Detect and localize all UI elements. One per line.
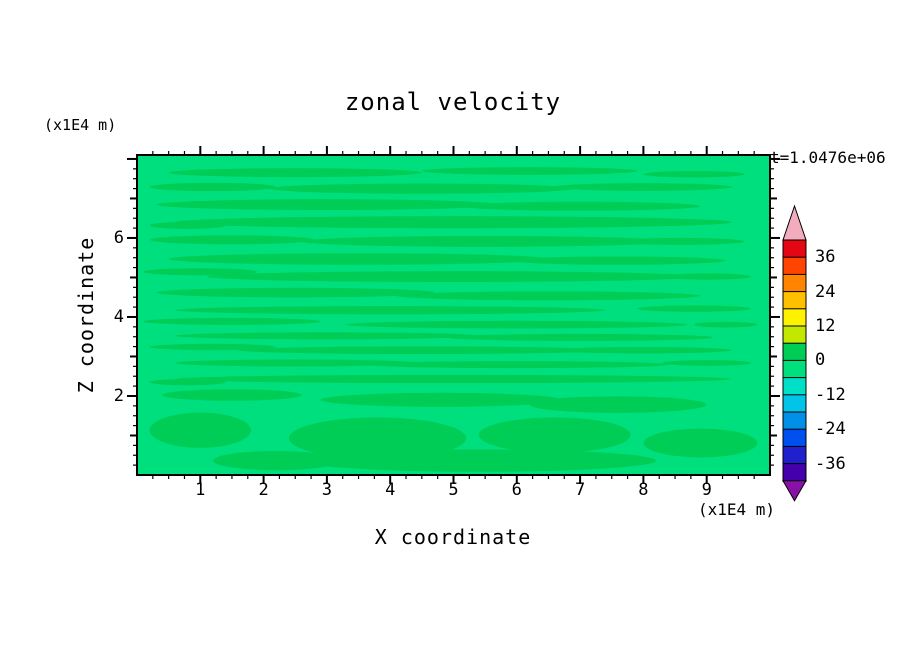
x-axis-label: X coordinate	[374, 525, 532, 549]
x-axis-units: (x1E4 m)	[697, 500, 775, 519]
y-axis-units: (x1E4 m)	[44, 116, 117, 134]
time-annotation: t=1.0476e+06	[770, 148, 886, 167]
chart-title: zonal velocity	[344, 88, 562, 116]
y-axis-label: Z coordinate	[74, 236, 98, 394]
